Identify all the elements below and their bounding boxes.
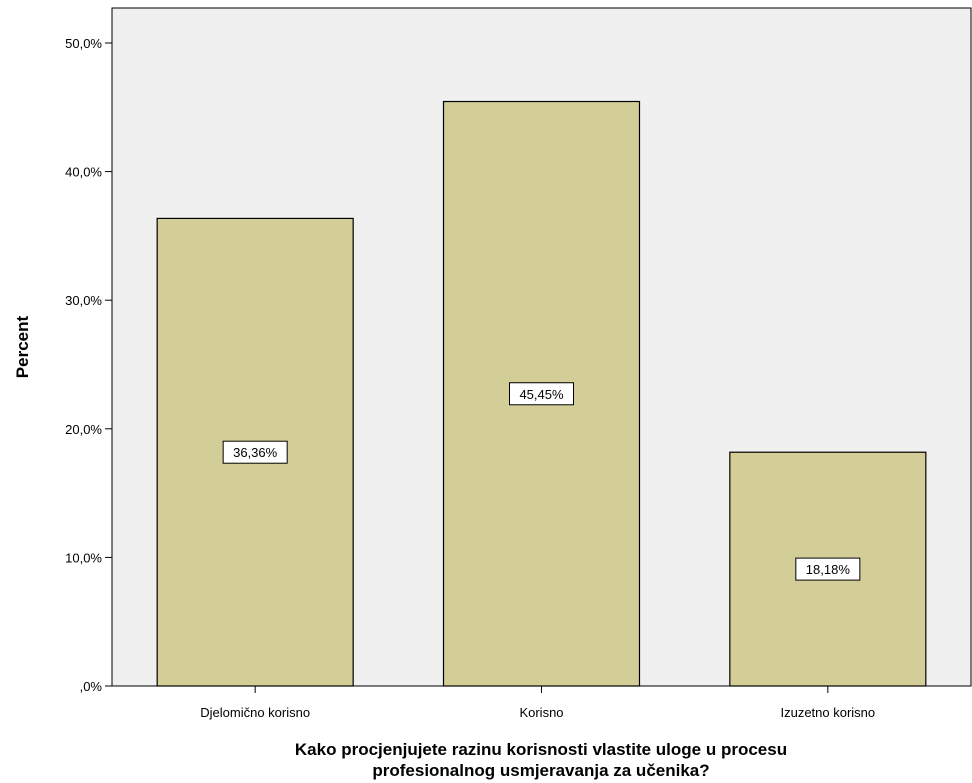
y-tick-label: 40,0% — [65, 165, 102, 180]
y-tick-label: ,0% — [80, 679, 103, 694]
bars: 36,36% 45,45% 18,18% — [156, 100, 927, 687]
y-axis-title: Percent — [13, 315, 32, 378]
x-tick-label: Korisno — [519, 705, 563, 720]
x-axis-title-line-1: Kako procjenjujete razinu korisnosti vla… — [295, 740, 787, 759]
x-axis-title-line-2: profesionalnog usmjeravanja za učenika? — [372, 761, 709, 780]
x-tick-label: Izuzetno korisno — [780, 705, 875, 720]
data-label-box — [222, 440, 288, 464]
data-label: 45,45% — [519, 387, 564, 402]
y-axis: ,0% 10,0% 20,0% 30,0% 40,0% 50,0% — [65, 36, 112, 694]
x-tick-label: Djelomično korisno — [200, 705, 310, 720]
y-tick-label: 10,0% — [65, 550, 102, 565]
data-label: 36,36% — [233, 445, 278, 460]
y-tick-label: 30,0% — [65, 293, 102, 308]
y-tick-label: 50,0% — [65, 36, 102, 51]
data-label-box — [509, 382, 574, 406]
data-label-box — [795, 557, 861, 581]
x-axis: Djelomično korisno Korisno Izuzetno korisn… — [200, 686, 875, 720]
y-tick-label: 20,0% — [65, 422, 102, 437]
data-label: 18,18% — [806, 562, 851, 577]
